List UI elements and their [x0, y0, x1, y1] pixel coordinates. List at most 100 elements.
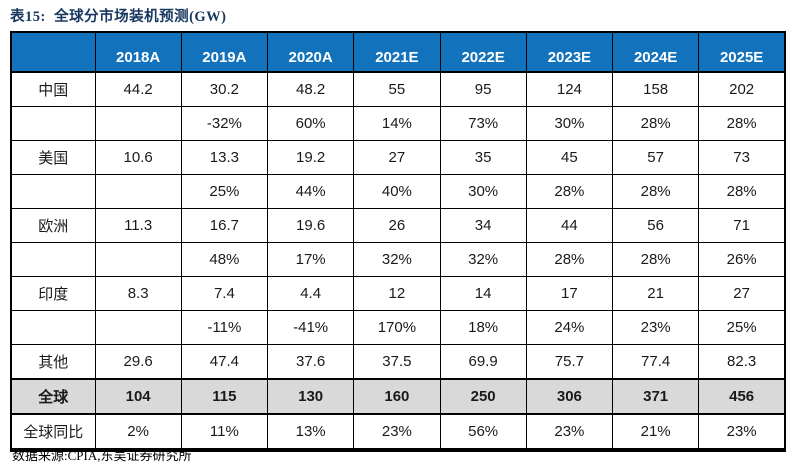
table-cell: 14%	[353, 106, 441, 141]
data-source-note: 数据来源:CPIA,东吴证券研究所	[12, 448, 192, 462]
row-label: 欧洲	[10, 208, 96, 243]
table-cell: 17	[525, 276, 614, 311]
table-cell: 26%	[698, 242, 786, 277]
table-cell: 124	[525, 71, 614, 107]
table-cell: 371	[611, 378, 700, 415]
table-cell: 26	[353, 208, 441, 243]
table-cell: -41%	[266, 310, 355, 345]
table-cell: 28%	[525, 174, 614, 209]
table-cell: 55	[353, 71, 441, 107]
table-cell: 32%	[353, 242, 441, 277]
table-cell: 56	[611, 208, 700, 243]
table-cell: 25%	[698, 310, 786, 345]
table-row-growth: -11% -41% 170% 18% 24% 23% 25%	[10, 310, 786, 345]
table-cell: 28%	[698, 174, 786, 209]
table-cell: 160	[353, 378, 441, 415]
table-cell: 37.6	[266, 344, 355, 380]
table-cell: 11.3	[94, 208, 182, 243]
table-cell: 29.6	[94, 344, 182, 380]
row-label: 中国	[10, 71, 96, 107]
table-header: 2018A 2019A 2020A 2021E 2022E 2023E 2024E 2025E	[10, 31, 786, 73]
table-row-欧洲: 欧洲 11.3 16.7 19.6 26 34 44 56 71	[10, 208, 786, 243]
table-cell: 158	[611, 71, 700, 107]
table-cell: 23%	[611, 310, 700, 345]
table-cell: 27	[353, 140, 441, 175]
table-cell: 14	[439, 276, 527, 311]
year-header-2019A: 2019A	[180, 31, 269, 73]
table-row-growth: 48% 17% 32% 32% 28% 28% 26%	[10, 242, 786, 277]
global-installation-forecast-table: 2018A 2019A 2020A 2021E 2022E 2023E 2024E 2025E…	[10, 31, 786, 452]
table-cell: 202	[698, 71, 786, 107]
row-label	[10, 310, 96, 345]
table-cell: 25%	[180, 174, 269, 209]
table-cell: 170%	[353, 310, 441, 345]
row-label: 全球同比	[10, 413, 96, 451]
table-row-美国: 美国 10.6 13.3 19.2 27 35 45 57 73	[10, 140, 786, 175]
table-cell: 250	[439, 378, 527, 415]
row-label: 全球	[10, 378, 96, 415]
table-cell: 306	[525, 378, 614, 415]
table-cell: 10.6	[94, 140, 182, 175]
table-cell: 13.3	[180, 140, 269, 175]
table-cell: 30%	[439, 174, 527, 209]
table-cell: 21	[611, 276, 700, 311]
year-header-2021E: 2021E	[353, 31, 441, 73]
table-cell: 104	[94, 378, 182, 415]
table-cell: 32%	[439, 242, 527, 277]
table-cell: 17%	[266, 242, 355, 277]
table-cell: 34	[439, 208, 527, 243]
table-row-印度: 印度 8.3 7.4 4.4 12 14 17 21 27	[10, 276, 786, 311]
row-label: 其他	[10, 344, 96, 380]
table-cell: 56%	[439, 413, 527, 451]
table-cell: 57	[611, 140, 700, 175]
table-cell: 21%	[611, 413, 700, 451]
table-cell: 45	[525, 140, 614, 175]
table-cell: 11%	[180, 413, 269, 451]
table-cell: 30%	[525, 106, 614, 141]
table-row-growth: 25% 44% 40% 30% 28% 28% 28%	[10, 174, 786, 209]
year-header-2022E: 2022E	[439, 31, 527, 73]
table-cell: 23%	[353, 413, 441, 451]
year-header-2025E: 2025E	[698, 31, 786, 73]
table-cell: 40%	[353, 174, 441, 209]
table-cell: 28%	[611, 174, 700, 209]
table-cell: 77.4	[611, 344, 700, 380]
table-cell: 30.2	[180, 71, 269, 107]
table-cell: 44%	[266, 174, 355, 209]
table-cell: 95	[439, 71, 527, 107]
table-cell: 35	[439, 140, 527, 175]
table-cell: 71	[698, 208, 786, 243]
table-cell: 115	[180, 378, 269, 415]
table-cell: 60%	[266, 106, 355, 141]
table-cell: -32%	[180, 106, 269, 141]
row-label: 印度	[10, 276, 96, 311]
table-cell: 48.2	[266, 71, 355, 107]
table-cell: 48%	[180, 242, 269, 277]
header-row: 2018A 2019A 2020A 2021E 2022E 2023E 2024E 2025E	[10, 31, 786, 73]
table-cell: 23%	[525, 413, 614, 451]
table-cell: 16.7	[180, 208, 269, 243]
table-cell: 19.2	[266, 140, 355, 175]
table-cell	[94, 174, 182, 209]
row-label	[10, 106, 96, 141]
row-label: 美国	[10, 140, 96, 175]
table-cell: 130	[266, 378, 355, 415]
table-cell: 4.4	[266, 276, 355, 311]
table-cell: 75.7	[525, 344, 614, 380]
row-label	[10, 174, 96, 209]
table-cell: 28%	[611, 106, 700, 141]
table-row-全球同比: 全球同比 2% 11% 13% 23% 56% 23% 21% 23%	[10, 413, 786, 451]
table-cell: 12	[353, 276, 441, 311]
table-cell: 18%	[439, 310, 527, 345]
table-cell: 37.5	[353, 344, 441, 380]
table-cell: 47.4	[180, 344, 269, 380]
table-cell: 8.3	[94, 276, 182, 311]
table-cell: 73	[698, 140, 786, 175]
table-body: 中国 44.2 30.2 48.2 55 95 124 158 202 -32% 60% 14% 73%…	[10, 71, 786, 451]
table-cell: 2%	[94, 413, 182, 451]
table-cell: -11%	[180, 310, 269, 345]
table-cell: 28%	[525, 242, 614, 277]
table-row-全球: 全球 104 115 130 160 250 306 371 456	[10, 378, 786, 415]
table-cell: 69.9	[439, 344, 527, 380]
